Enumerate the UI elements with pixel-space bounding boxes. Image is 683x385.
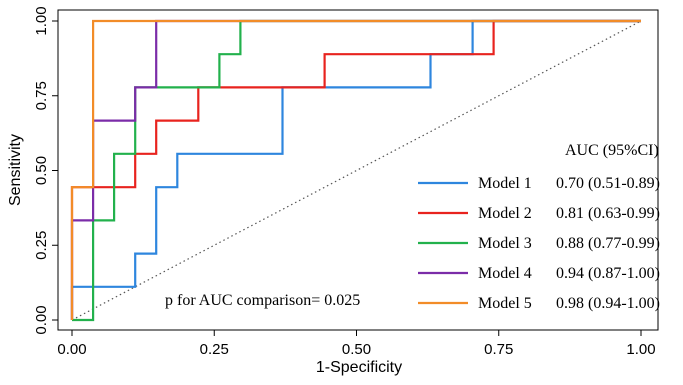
legend-label-model-4: Model 4	[478, 265, 532, 282]
legend-label-model-5: Model 5	[478, 295, 532, 312]
x-tick-label: 0.00	[57, 341, 86, 358]
series-layer	[70, 19, 641, 322]
legend-auc-model-1: 0.70 (0.51-0.89)	[556, 175, 660, 192]
legend-title: AUC (95%CI)	[565, 142, 659, 159]
legend-label-model-3: Model 3	[478, 235, 532, 252]
y-tick-label: 1.00	[33, 6, 50, 35]
y-tick-label: 0.75	[33, 81, 50, 110]
x-tick-label: 0.75	[484, 341, 513, 358]
legend-label-model-1: Model 1	[478, 175, 532, 192]
y-tick-label: 0.25	[33, 231, 50, 260]
diagonal-reference-line	[71, 20, 642, 321]
y-axis-title: Sensitivity	[7, 134, 24, 206]
legend: Model 1 0.70 (0.51-0.89) Model 2 0.81 (0.63…	[418, 175, 660, 312]
legend-auc-model-5: 0.98 (0.94-1.00)	[556, 295, 660, 312]
auc-comparison-annotation: p for AUC comparison= 0.025	[165, 292, 360, 309]
x-tick-label: 0.50	[342, 341, 371, 358]
legend-auc-model-4: 0.94 (0.87-1.00)	[556, 265, 660, 282]
legend-auc-model-3: 0.88 (0.77-0.99)	[556, 235, 660, 252]
x-axis-title: 1-Specificity	[316, 359, 402, 376]
x-tick-label: 0.25	[200, 341, 229, 358]
legend-label-model-2: Model 2	[478, 205, 532, 222]
y-tick-label: 0.00	[33, 305, 50, 334]
y-tick-label: 0.50	[33, 156, 50, 185]
roc-line-model-2	[70, 19, 641, 320]
roc-line-model-4	[70, 19, 641, 320]
x-tick-label: 1.00	[626, 341, 655, 358]
diagonal-layer	[71, 20, 642, 321]
legend-auc-model-2: 0.81 (0.63-0.99)	[556, 205, 660, 222]
roc-line-model-5	[70, 19, 641, 320]
axis-layer: 0.00 0.00 0.25 0.25 0.50 0.50 0.75 0.75 1.00 1.00	[33, 6, 656, 358]
plot-frame	[57, 9, 659, 331]
